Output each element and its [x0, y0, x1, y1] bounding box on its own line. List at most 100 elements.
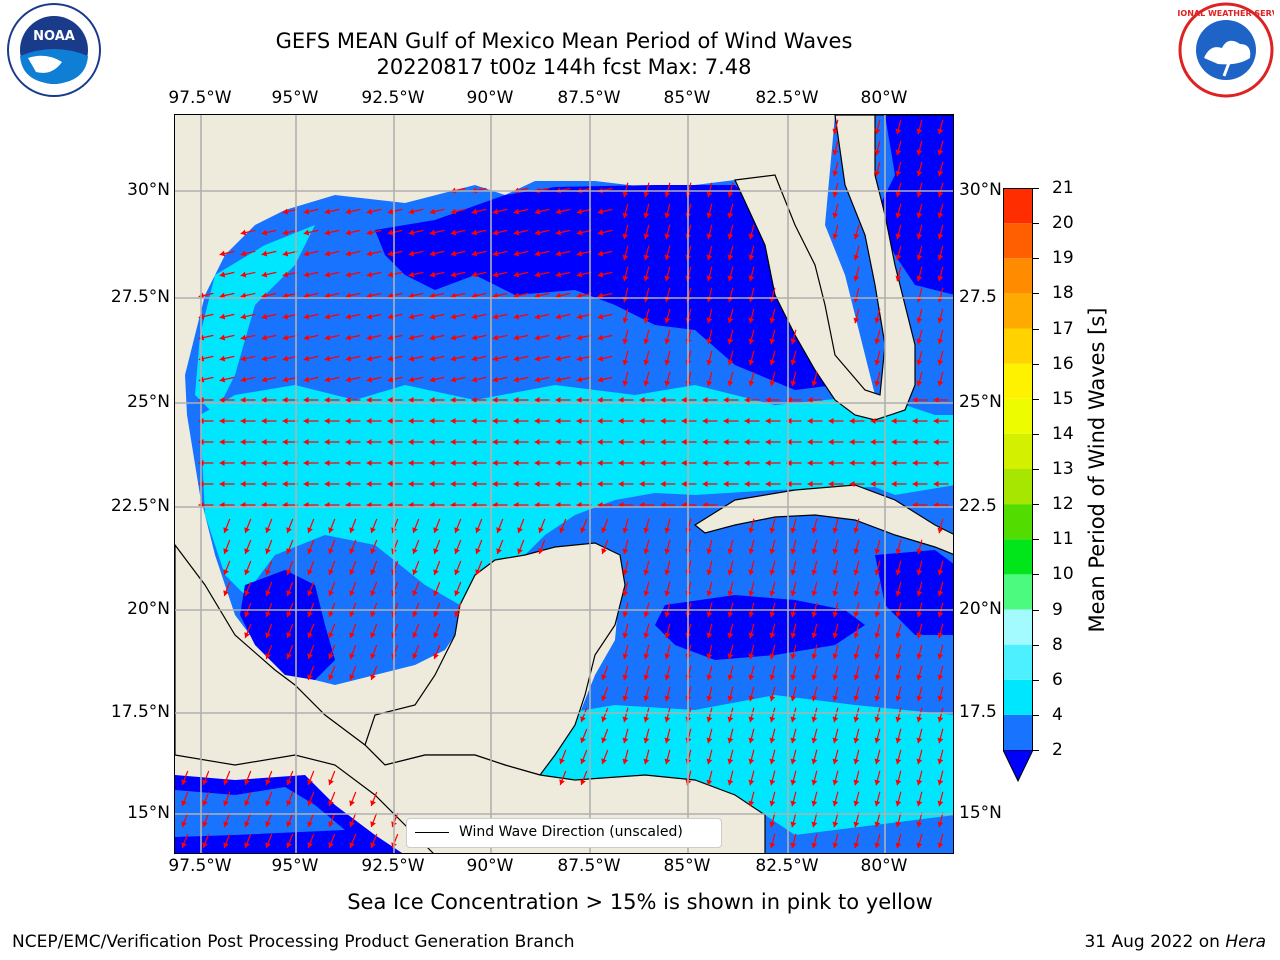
wave-arrow-head — [786, 439, 792, 445]
wave-arrow-head — [534, 355, 541, 362]
noaa-logo: NOAA — [7, 3, 101, 97]
wave-arrow-head — [219, 355, 226, 362]
wave-arrow-head — [303, 481, 309, 487]
wave-arrow-head — [324, 460, 330, 466]
lon-label-top: 82.5°W — [755, 88, 819, 108]
wave-arrow-head — [534, 460, 540, 466]
wave-arrow-head — [370, 842, 376, 848]
wave-arrow-head — [765, 418, 771, 424]
wave-arrow-head — [328, 632, 334, 638]
wave-arrow-head — [492, 334, 499, 341]
wave-arrow-head — [643, 317, 650, 324]
wave-arrow-head — [387, 292, 394, 299]
wave-arrow-head — [937, 611, 944, 618]
wave-arrow-head — [261, 481, 267, 487]
lon-label-bot: 87.5°W — [557, 856, 621, 876]
wave-arrow-head — [559, 779, 565, 785]
wave-arrow-head — [916, 590, 923, 597]
wave-arrow-head — [345, 334, 352, 341]
lon-label-top: 92.5°W — [361, 88, 425, 108]
wave-arrow-head — [622, 590, 629, 597]
wave-arrow-head — [870, 460, 876, 466]
wave-arrow-head — [916, 233, 923, 240]
wave-arrow-head — [240, 292, 247, 299]
wave-arrow-head — [282, 439, 288, 445]
wave-arrow-head — [748, 359, 755, 366]
wave-arrow-head — [303, 376, 310, 383]
wave-arrow-head — [706, 191, 713, 198]
wave-arrow-head — [534, 250, 541, 257]
wave-arrow-head — [261, 229, 268, 236]
wave-arrow-head — [345, 460, 351, 466]
wave-arrow-head — [832, 758, 839, 765]
colorbar-segment — [1003, 504, 1033, 540]
wave-arrow-head — [811, 611, 818, 618]
wave-arrow-head — [576, 292, 583, 299]
wave-arrow-head — [643, 569, 650, 576]
wave-arrow-head — [916, 737, 923, 744]
wave-arrow-head — [324, 481, 330, 487]
wave-arrow-head — [811, 758, 818, 765]
colorbar-tick-label: 2 — [1052, 740, 1063, 760]
wave-arrow-head — [748, 779, 755, 786]
wave-arrow-head — [895, 653, 902, 660]
wave-arrow-head — [706, 275, 713, 282]
wave-arrow-head — [664, 569, 671, 576]
wave-arrow-head — [790, 380, 797, 387]
wave-arrow-head — [622, 380, 629, 387]
wave-arrow-head — [601, 716, 607, 722]
wave-arrow-head — [849, 481, 855, 487]
lat-label-right: 22.5 — [959, 496, 997, 516]
wave-arrow-head — [534, 418, 540, 424]
map-canvas — [175, 115, 953, 853]
wave-arrow-head — [492, 208, 499, 215]
wave-arrow-head — [555, 460, 561, 466]
wave-arrow-head — [727, 212, 734, 219]
wave-arrow-head — [832, 800, 839, 807]
wave-arrow-head — [345, 481, 351, 487]
wave-arrow-head — [261, 313, 268, 320]
wave-arrow-head — [240, 376, 247, 383]
wave-arrow-head — [324, 397, 330, 403]
wave-arrow-head — [387, 208, 394, 215]
wave-arrow-head — [265, 821, 271, 827]
wave-arrow-head — [853, 821, 860, 828]
wave-arrow-head — [622, 674, 629, 681]
wave-arrow-head — [387, 229, 394, 236]
wave-arrow-head — [450, 397, 456, 403]
wave-arrow-head — [223, 569, 229, 575]
colorbar-tick-mark — [1033, 328, 1039, 330]
wave-arrow-head — [769, 527, 776, 534]
wave-arrow-head — [706, 779, 713, 786]
wave-arrow-head — [408, 481, 414, 487]
wave-arrow-head — [765, 439, 771, 445]
wave-arrow-head — [286, 527, 292, 533]
wave-arrow-head — [261, 355, 268, 362]
colorbar-tick-label: 11 — [1052, 529, 1074, 550]
wave-arrow-head — [874, 674, 881, 681]
wave-arrow-head — [513, 313, 520, 320]
wave-arrow-head — [223, 527, 229, 533]
wave-arrow-head — [769, 611, 776, 618]
wave-arrow-head — [517, 548, 523, 554]
wave-arrow-head — [937, 800, 944, 807]
colorbar-segment — [1003, 644, 1033, 680]
wave-arrow-head — [223, 590, 229, 596]
wave-arrow-head — [244, 611, 250, 617]
wave-arrow-head — [639, 397, 645, 403]
wave-arrow-head — [643, 653, 650, 660]
wave-arrow-head — [727, 737, 734, 744]
wave-arrow-head — [303, 355, 310, 362]
wave-arrow-head — [303, 460, 309, 466]
wave-arrow-head — [387, 481, 393, 487]
wave-arrow-head — [475, 569, 481, 575]
wave-arrow-head — [916, 317, 923, 324]
wave-arrow-head — [643, 737, 650, 744]
wave-arrow-head — [874, 590, 881, 597]
wave-arrow-head — [790, 569, 797, 576]
wave-arrow-head — [681, 481, 687, 487]
wave-arrow-head — [811, 674, 818, 681]
wave-arrow-head — [307, 779, 313, 785]
wave-arrow-head — [748, 632, 755, 639]
lat-label-left: 25°N — [127, 392, 170, 412]
